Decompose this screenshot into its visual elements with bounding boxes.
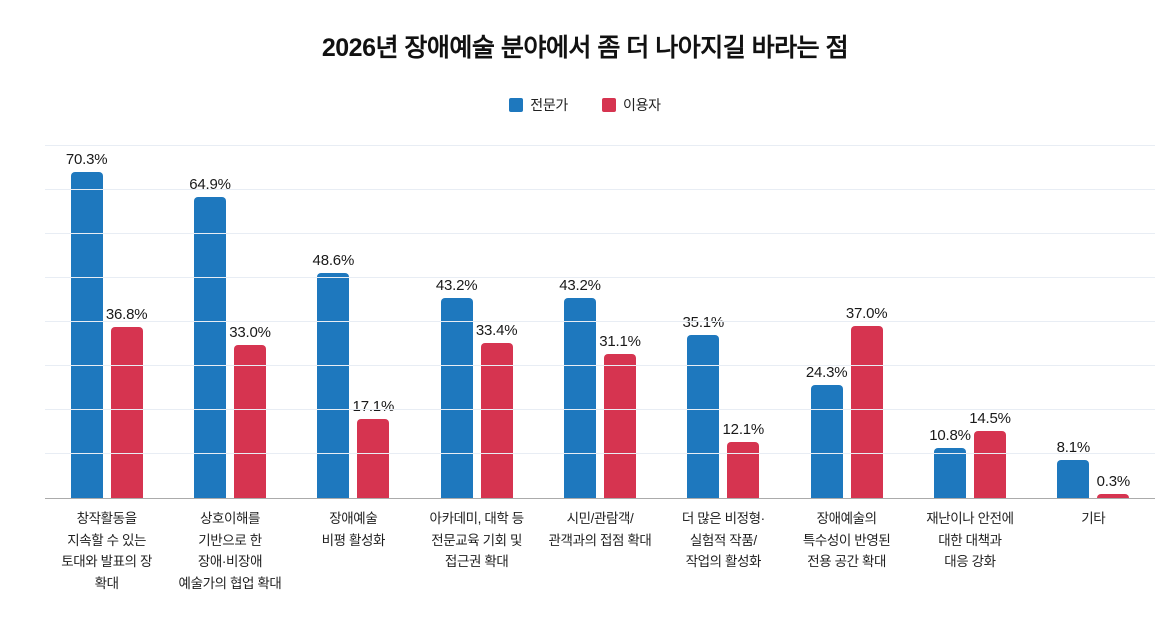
bar-groups: 70.3% 36.8% 64.9% 33.0% 48.6% 17.1% 43.2% 33.4%… bbox=[45, 137, 1155, 498]
bar-wrap: 12.1% bbox=[723, 421, 764, 498]
bar-expert bbox=[687, 335, 720, 498]
value-label: 64.9% bbox=[189, 175, 231, 193]
bar-wrap: 70.3% bbox=[66, 151, 108, 498]
bar-expert bbox=[70, 171, 103, 498]
value-label: 10.8% bbox=[929, 426, 971, 444]
bar-expert bbox=[440, 297, 473, 498]
gridline bbox=[45, 321, 1155, 322]
value-label: 70.3% bbox=[65, 150, 108, 168]
bar-wrap: 31.1% bbox=[599, 333, 641, 498]
category-label-7: 재난이나 안전에 대한 대책과 대응 강화 bbox=[926, 511, 1014, 570]
bar-user bbox=[850, 326, 883, 498]
value-label: 36.8% bbox=[105, 306, 148, 324]
chart-title: 2026년 장애예술 분야에서 좀 더 나아지길 바라는 점 bbox=[321, 34, 849, 62]
gridline bbox=[45, 233, 1155, 234]
bar-group-4: 43.2% 31.1% bbox=[538, 137, 661, 498]
value-label: 35.1% bbox=[682, 314, 725, 332]
category-label-2: 장애예술 비평 활성화 bbox=[321, 511, 386, 548]
gridline bbox=[45, 189, 1155, 190]
bar-wrap: 24.3% bbox=[806, 364, 848, 498]
bar-group-3: 43.2% 33.4% bbox=[415, 137, 538, 498]
bar-expert bbox=[933, 447, 966, 498]
category-axis: 창작활동을 지속할 수 있는 토대와 발표의 장 확대 상호이해를 기반으로 한 … bbox=[45, 508, 1155, 594]
bar-wrap: 37.0% bbox=[846, 305, 888, 498]
bar-group-5: 35.1% 12.1% bbox=[662, 137, 785, 498]
category-label-5: 더 많은 비정형· 실험적 작품/ 작업의 활성화 bbox=[681, 511, 765, 570]
legend: 전문가 이용자 bbox=[0, 96, 1170, 113]
value-label: 43.2% bbox=[559, 276, 601, 294]
bar-wrap: 17.1% bbox=[353, 398, 394, 498]
value-label: 43.2% bbox=[435, 276, 478, 294]
value-label: 33.0% bbox=[229, 323, 271, 341]
value-label: 14.5% bbox=[969, 409, 1011, 427]
category-label-8: 기타 bbox=[1081, 511, 1106, 526]
gridline bbox=[45, 277, 1155, 278]
bar-wrap: 10.8% bbox=[929, 427, 971, 498]
value-label: 0.3% bbox=[1096, 473, 1131, 490]
bar-wrap: 33.0% bbox=[229, 324, 271, 498]
value-label: 33.4% bbox=[475, 322, 518, 339]
bar-wrap: 64.9% bbox=[189, 176, 231, 498]
bar-expert bbox=[317, 272, 350, 498]
bar-expert bbox=[810, 385, 843, 498]
value-label: 12.1% bbox=[722, 420, 765, 438]
gridline bbox=[45, 409, 1155, 410]
bar-user bbox=[480, 343, 513, 498]
bar-wrap: 33.4% bbox=[476, 322, 518, 498]
category-label-0: 창작활동을 지속할 수 있는 토대와 발표의 장 확대 bbox=[61, 511, 153, 591]
plot-area: 70.3% 36.8% 64.9% 33.0% 48.6% 17.1% 43.2% 33.4%… bbox=[45, 137, 1155, 499]
bar-user bbox=[1097, 494, 1130, 498]
legend-swatch-icon bbox=[509, 97, 524, 112]
bar-group-8: 8.1% 0.3% bbox=[1032, 137, 1155, 498]
legend-label: 전문가 bbox=[530, 96, 568, 113]
bar-expert bbox=[563, 297, 596, 498]
bar-group-0: 70.3% 36.8% bbox=[45, 137, 168, 498]
value-label: 37.0% bbox=[845, 305, 888, 323]
legend-label: 이용자 bbox=[623, 96, 661, 113]
value-label: 17.1% bbox=[352, 397, 395, 415]
bar-user bbox=[727, 441, 760, 498]
bar-group-7: 10.8% 14.5% bbox=[908, 137, 1031, 498]
gridline bbox=[45, 145, 1155, 146]
value-label: 8.1% bbox=[1056, 439, 1091, 457]
bar-user bbox=[233, 344, 266, 498]
bar-user bbox=[110, 327, 143, 498]
bar-wrap: 0.3% bbox=[1096, 473, 1131, 498]
bar-wrap: 35.1% bbox=[683, 314, 724, 498]
category-label-4: 시민/관람객/ 관객과의 접점 확대 bbox=[548, 511, 652, 548]
category-label-6: 장애예술의 특수성이 반영된 전용 공간 확대 bbox=[802, 511, 891, 570]
value-label: 31.1% bbox=[599, 332, 641, 350]
legend-item-1: 이용자 bbox=[602, 95, 661, 115]
legend-item-0: 전문가 bbox=[509, 95, 568, 115]
value-label: 48.6% bbox=[312, 251, 355, 269]
bar-wrap: 43.2% bbox=[436, 277, 478, 498]
bar-wrap: 8.1% bbox=[1056, 439, 1091, 498]
bar-wrap: 36.8% bbox=[106, 306, 148, 498]
bar-group-1: 64.9% 33.0% bbox=[168, 137, 291, 498]
bar-group-6: 24.3% 37.0% bbox=[785, 137, 908, 498]
category-label-3: 아카데미, 대학 등 전문교육 기회 및 접근권 확대 bbox=[429, 511, 525, 570]
bar-wrap: 43.2% bbox=[559, 277, 601, 498]
bar-expert bbox=[1057, 460, 1090, 498]
bar-user bbox=[973, 430, 1006, 498]
legend-swatch-icon bbox=[602, 97, 616, 112]
bar-wrap: 14.5% bbox=[969, 410, 1011, 498]
category-label-1: 상호이해를 기반으로 한 장애·비장애 예술가의 협업 확대 bbox=[178, 511, 282, 591]
bar-user bbox=[357, 418, 390, 498]
gridline bbox=[45, 453, 1155, 454]
bar-user bbox=[603, 353, 636, 498]
value-label: 24.3% bbox=[805, 364, 848, 382]
bar-wrap: 48.6% bbox=[313, 252, 354, 498]
bar-expert bbox=[193, 196, 226, 498]
bar-group-2: 48.6% 17.1% bbox=[292, 137, 415, 498]
gridline bbox=[45, 365, 1155, 366]
